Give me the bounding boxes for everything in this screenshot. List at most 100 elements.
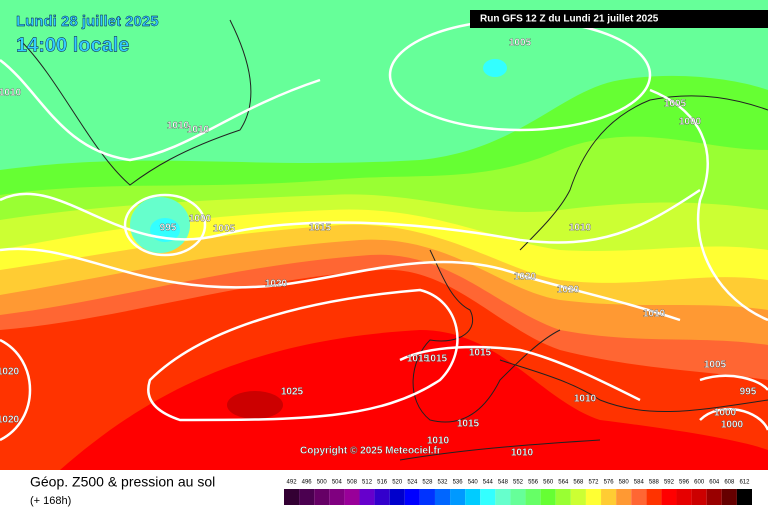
scale-label: 516 bbox=[377, 480, 388, 486]
scale-swatch bbox=[419, 489, 435, 505]
coastline bbox=[519, 95, 768, 251]
scale-swatch bbox=[389, 489, 405, 505]
scale-swatch bbox=[736, 489, 752, 505]
scale-swatch bbox=[540, 489, 556, 505]
scale-label: 536 bbox=[453, 480, 464, 486]
scale-swatch bbox=[691, 489, 707, 505]
scale-label: 528 bbox=[422, 480, 433, 486]
isobar-label: 1010 bbox=[569, 223, 592, 234]
scale-label: 504 bbox=[332, 480, 343, 486]
isobar bbox=[0, 59, 321, 162]
isobar-label: 1020 bbox=[0, 367, 20, 378]
scale-label: 556 bbox=[528, 480, 539, 486]
isobar-label: 1000 bbox=[714, 408, 737, 419]
scale-label: 540 bbox=[468, 480, 479, 486]
scale-swatch bbox=[344, 489, 360, 505]
isobar-label: 1005 bbox=[213, 224, 236, 235]
scale-label: 580 bbox=[619, 480, 630, 486]
scale-label: 544 bbox=[483, 480, 494, 486]
isobar-label: 1010 bbox=[427, 436, 450, 447]
scale-label: 500 bbox=[317, 480, 328, 486]
scale-label: 592 bbox=[664, 480, 675, 486]
scale-swatch bbox=[601, 489, 617, 505]
scale-swatch bbox=[404, 489, 420, 505]
scale-label: 608 bbox=[724, 480, 735, 486]
coastline bbox=[412, 249, 561, 423]
isobar-label: 1005 bbox=[704, 360, 727, 371]
scale-swatch bbox=[585, 489, 602, 505]
scale-label: 572 bbox=[588, 480, 599, 486]
isobar-label: 1015 bbox=[457, 419, 480, 430]
isobar-label: 1010 bbox=[643, 309, 666, 320]
field bbox=[227, 391, 283, 419]
scale-label: 560 bbox=[543, 480, 554, 486]
scale-swatch bbox=[359, 489, 375, 505]
scale-swatch bbox=[555, 489, 571, 505]
scale-label: 604 bbox=[709, 480, 720, 486]
isobar-label: 1000 bbox=[679, 117, 702, 128]
coastline bbox=[19, 19, 252, 186]
scale-swatch bbox=[676, 489, 692, 505]
scale-swatch bbox=[616, 489, 632, 505]
isobar-label: 1015 bbox=[309, 223, 332, 234]
isobar bbox=[147, 288, 459, 422]
color-scale: 492 496 500 504 508 512 516 520 524 528 532 536 540 5… bbox=[284, 480, 752, 505]
scale-label: 596 bbox=[679, 480, 690, 486]
coastline bbox=[499, 359, 768, 413]
isobar-label: 1020 bbox=[265, 279, 288, 290]
isobar-label: 1025 bbox=[281, 387, 304, 398]
isobars bbox=[0, 18, 768, 442]
isobar-label: 1010 bbox=[511, 448, 534, 459]
isobar-label: 1010 bbox=[187, 125, 210, 136]
scale-swatch bbox=[450, 489, 466, 505]
scale-swatch bbox=[495, 489, 511, 505]
isobar-label: 1015 bbox=[469, 348, 492, 359]
scale-label: 584 bbox=[634, 480, 645, 486]
scale-label: 532 bbox=[438, 480, 449, 486]
scale-label: 524 bbox=[407, 480, 418, 486]
isobar-label: 1020 bbox=[514, 272, 537, 283]
isobar-label: 1010 bbox=[574, 394, 597, 405]
coastline bbox=[399, 439, 601, 461]
scale-label: 508 bbox=[347, 480, 358, 486]
date-title: Lundi 28 juillet 2025 bbox=[16, 13, 159, 30]
run-info: Run GFS 12 Z du Lundi 21 juillet 2025 bbox=[480, 14, 659, 25]
scale-swatch bbox=[434, 489, 451, 505]
coastlines bbox=[19, 19, 768, 461]
scale-label: 496 bbox=[302, 480, 313, 486]
scale-swatch bbox=[299, 489, 315, 505]
isobar-label: 1000 bbox=[721, 420, 744, 431]
isobar-label: 1005 bbox=[664, 99, 687, 110]
scale-label: 600 bbox=[694, 480, 705, 486]
scale-swatch bbox=[329, 489, 345, 505]
scale-label: 564 bbox=[558, 480, 569, 486]
scale-swatch bbox=[646, 489, 662, 505]
isobar bbox=[123, 193, 207, 257]
scale-label: 588 bbox=[649, 480, 660, 486]
footer-lead: (+ 168h) bbox=[30, 495, 71, 507]
isobar bbox=[0, 338, 32, 442]
isobar-label: 995 bbox=[740, 387, 757, 398]
scale-swatch bbox=[480, 489, 496, 505]
isobar-label: 1015 bbox=[407, 354, 430, 365]
scale-label: 492 bbox=[287, 480, 298, 486]
isobar-label: 1020 bbox=[557, 285, 580, 296]
isobar bbox=[0, 247, 681, 322]
scale-swatch bbox=[510, 489, 526, 505]
scale-label: 520 bbox=[392, 480, 403, 486]
scale-swatch bbox=[570, 489, 586, 505]
isobar-label: 1000 bbox=[189, 214, 212, 225]
field bbox=[483, 59, 507, 77]
field bbox=[60, 330, 768, 470]
map-fields bbox=[0, 0, 768, 471]
isobar bbox=[0, 188, 701, 244]
scale-label: 512 bbox=[362, 480, 373, 486]
scale-swatch bbox=[284, 489, 300, 505]
isobar-label: 1015 bbox=[425, 354, 448, 365]
isobar-label: 995 bbox=[160, 223, 177, 234]
scale-swatch bbox=[661, 489, 677, 505]
scale-label: 568 bbox=[573, 480, 584, 486]
isobar-label: 1010 bbox=[0, 88, 22, 99]
